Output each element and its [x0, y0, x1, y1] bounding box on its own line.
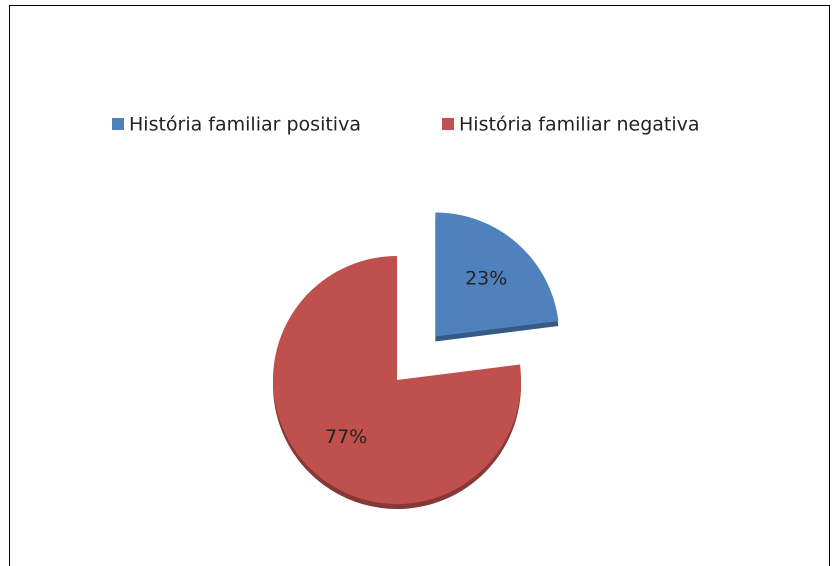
data-label: 23% — [465, 267, 507, 289]
data-label: 77% — [325, 426, 367, 448]
legend-label: História familiar positiva — [129, 114, 361, 136]
slice — [435, 212, 559, 337]
legend-swatch — [442, 118, 454, 130]
legend-label: História familiar negativa — [459, 114, 700, 136]
slice — [272, 256, 521, 504]
legend-swatch — [112, 118, 124, 130]
